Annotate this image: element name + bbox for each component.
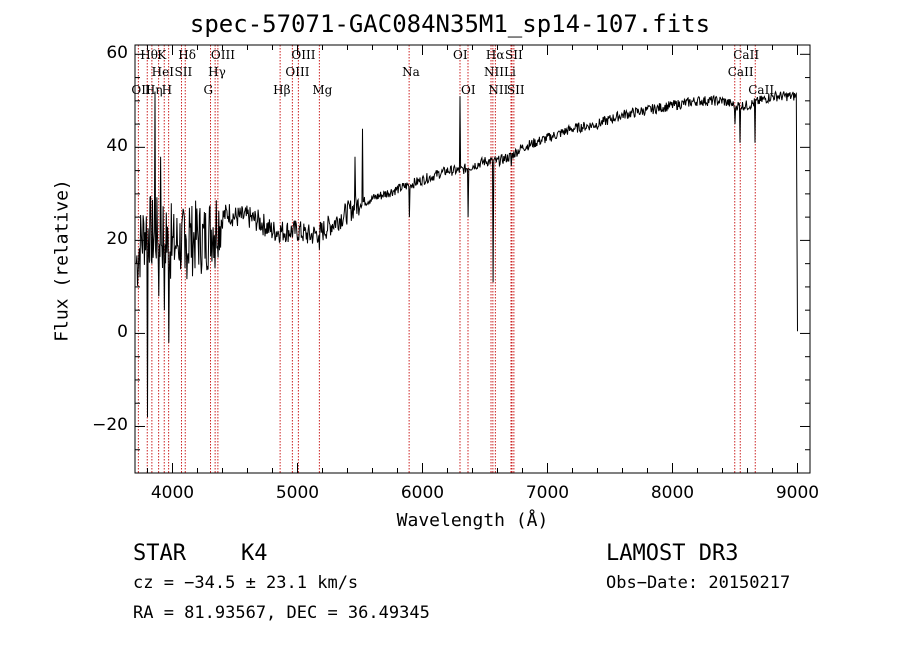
marker-label-18: NII	[484, 65, 504, 79]
marker-label-3: HeI	[151, 65, 174, 79]
y-tick-label: −20	[92, 415, 128, 436]
marker-label-8: G	[203, 83, 214, 97]
y-axis-label: Flux (relative)	[51, 179, 73, 342]
y-tick-label: 60	[106, 43, 128, 64]
marker-label-12: OIII	[285, 65, 310, 79]
marker-label-15: Na	[402, 65, 420, 79]
x-tick-label: 7000	[525, 483, 570, 503]
axis-ticks	[135, 45, 810, 474]
y-tick-label: 0	[117, 322, 128, 343]
marker-label-10: OIII	[210, 48, 235, 62]
marker-label-21: Li	[504, 65, 516, 79]
marker-label-13: OIII	[291, 48, 316, 62]
marker-label-4: K	[157, 48, 167, 62]
marker-label-17: OI	[461, 83, 476, 97]
marker-label-22: SII	[505, 48, 523, 62]
survey-name: LAMOST DR3	[606, 541, 739, 566]
object-subclass: K4	[241, 541, 268, 566]
marker-label-25: CaII	[733, 48, 760, 62]
y-tick-label: 40	[106, 136, 128, 157]
x-tick-label: 5000	[275, 483, 320, 503]
marker-label-9: Hγ	[208, 65, 226, 79]
marker-label-7: Hδ	[178, 48, 196, 62]
plot-frame	[134, 44, 811, 474]
x-axis-label: Wavelength (Å)	[396, 510, 549, 531]
marker-label-26: CaII	[748, 83, 775, 97]
marker-label-6: SII	[174, 65, 193, 79]
marker-label-1: Hθ	[140, 48, 158, 62]
redshift-value: cz = −34.5 ± 23.1 km/s	[133, 573, 359, 593]
obs-date: Obs−Date: 20150217	[606, 573, 791, 593]
chart-title: spec-57071-GAC084N35M1_sp14-107.fits	[189, 10, 711, 38]
marker-label-2: Hη	[144, 83, 163, 97]
y-tick-label: 20	[106, 229, 128, 250]
x-tick-label: 6000	[400, 483, 445, 503]
marker-label-19: Hα	[485, 48, 505, 62]
marker-label-14: Mg	[312, 83, 333, 97]
x-tick-label: 9000	[775, 483, 820, 503]
marker-label-5: H	[161, 83, 173, 97]
marker-label-24: CaII	[727, 65, 754, 79]
x-tick-label: 8000	[650, 483, 695, 503]
marker-label-0: OII	[131, 83, 151, 97]
marker-label-20: NII	[488, 83, 509, 97]
marker-label-23: SII	[506, 83, 525, 97]
spectrum-line	[135, 90, 798, 418]
x-tick-label: 4000	[150, 483, 195, 503]
marker-label-16: OI	[453, 48, 468, 62]
ra-dec: RA = 81.93567, DEC = 36.49345	[133, 603, 430, 623]
object-class: STAR	[133, 541, 186, 566]
marker-label-11: Hβ	[273, 83, 291, 97]
